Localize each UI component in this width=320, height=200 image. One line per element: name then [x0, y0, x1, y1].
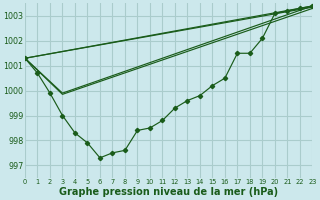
X-axis label: Graphe pression niveau de la mer (hPa): Graphe pression niveau de la mer (hPa) [59, 187, 278, 197]
